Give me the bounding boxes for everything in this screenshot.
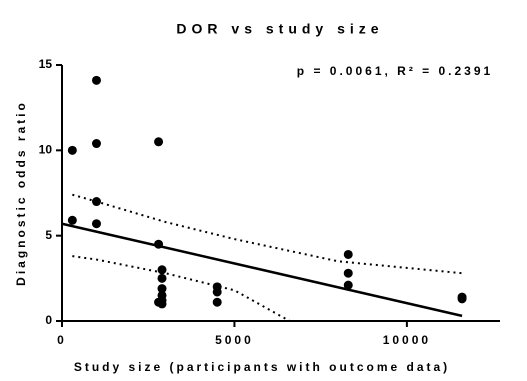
data-point: [343, 280, 353, 290]
data-point: [154, 297, 164, 307]
chart-title: DOR vs study size: [176, 21, 383, 37]
y-tick-label: 5: [45, 228, 52, 242]
ci-lower-band: [72, 255, 291, 322]
x-tick-label: 0: [57, 333, 67, 347]
data-point: [154, 239, 164, 249]
y-tick-label: 0: [45, 313, 52, 327]
data-point: [67, 145, 77, 155]
data-point: [91, 219, 101, 229]
x-tick-label: 10000: [383, 333, 431, 347]
data-point: [91, 197, 101, 207]
data-point: [91, 139, 101, 149]
data-point: [67, 215, 77, 225]
data-point: [154, 137, 164, 147]
data-point: [212, 287, 222, 297]
ci-upper-band: [72, 193, 463, 275]
y-tick-label: 10: [39, 143, 53, 157]
annotation: p = 0.0061, R² = 0.2391: [297, 64, 493, 78]
data-point: [343, 249, 353, 259]
data-point: [157, 284, 167, 294]
data-point: [212, 297, 222, 307]
y-axis-label: Diagnostic odds ratio: [14, 100, 28, 286]
data-point: [343, 268, 353, 278]
data-point: [157, 265, 167, 275]
x-axis-label: Study size (participants with outcome da…: [74, 360, 450, 374]
y-tick-label: 15: [39, 57, 53, 71]
data-point: [91, 75, 101, 85]
x-tick-label: 5000: [215, 333, 254, 347]
data-point: [157, 273, 167, 283]
regression-line: [61, 222, 463, 318]
data-point: [457, 294, 467, 304]
